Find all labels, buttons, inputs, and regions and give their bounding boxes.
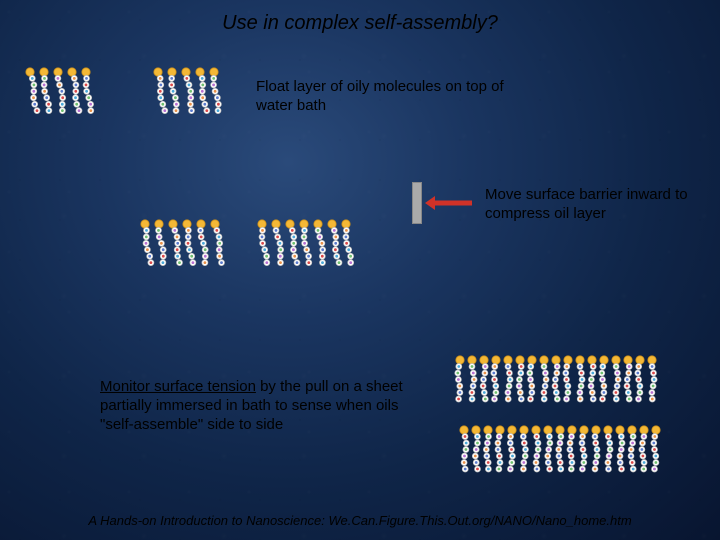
footer-citation: A Hands-on Introduction to Nanoscience: … xyxy=(0,513,720,528)
molecule-diagram xyxy=(0,0,720,540)
